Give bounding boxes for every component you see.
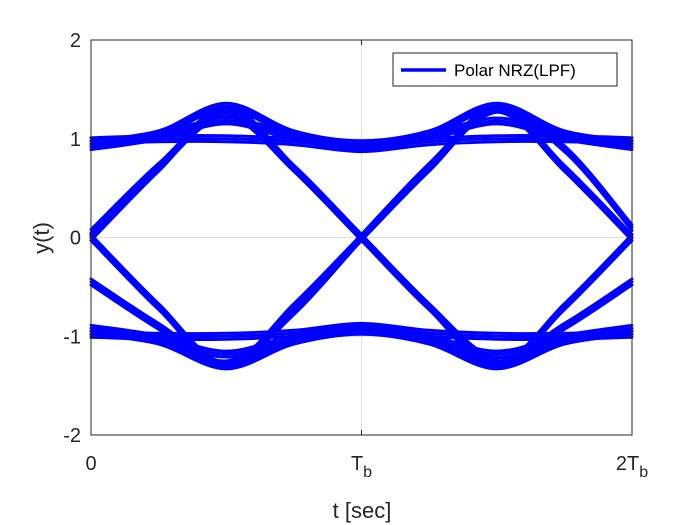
y-tick-label: -1 <box>63 326 81 348</box>
eye-trace-10-2 <box>89 112 634 363</box>
legend-entry-label: Polar NRZ(LPF) <box>454 61 576 80</box>
eye-trace-1-3 <box>89 101 634 143</box>
eye-trace-4-1 <box>89 329 634 359</box>
tick-labels: 0 Tb 2Tb -2 -1 0 1 2 <box>63 30 648 481</box>
y-tick-label: 0 <box>70 228 81 250</box>
y-tick-label: -2 <box>63 425 81 447</box>
series-polar-nrz-lpf <box>89 101 634 371</box>
x-tick-label: 0 <box>85 453 96 475</box>
legend: Polar NRZ(LPF) <box>392 52 618 87</box>
y-tick-label: 2 <box>70 30 81 52</box>
eye-trace-10-1 <box>89 115 634 366</box>
eye-trace-5-2 <box>89 136 634 151</box>
x-tick-label: 2Tb <box>616 453 648 481</box>
eye-trace-10-3 <box>89 109 634 360</box>
axes <box>90 39 633 436</box>
y-tick-label: 1 <box>70 129 81 151</box>
y-axis-label: y(t) <box>29 222 54 254</box>
eye-trace-3-1 <box>89 332 634 371</box>
x-axis-label: t [sec] <box>333 498 392 523</box>
x-tick-label: Tb <box>351 453 372 481</box>
